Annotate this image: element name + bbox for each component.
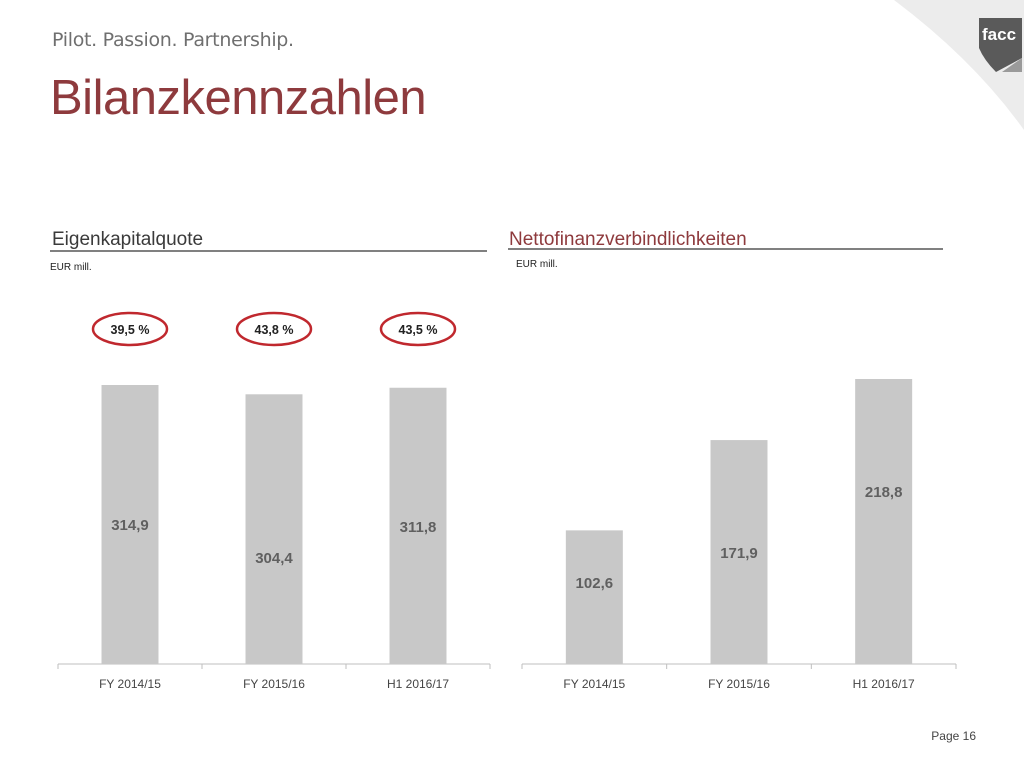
page-number: Page 16: [931, 729, 976, 743]
x-tick-label: FY 2015/16: [708, 677, 770, 691]
equity-unit: EUR mill.: [50, 262, 92, 273]
bar-value-label: 311,8: [400, 519, 437, 536]
bar: [389, 387, 447, 664]
bar-value-label: 218,8: [865, 484, 903, 501]
bar: [101, 385, 159, 664]
bar: [565, 530, 623, 664]
ratio-label: 43,8 %: [255, 323, 294, 337]
facc-logo: facc: [894, 0, 1024, 130]
bar: [710, 440, 768, 664]
bar-value-label: 102,6: [576, 575, 614, 592]
equity-section-underline: [50, 250, 487, 252]
x-tick-label: FY 2014/15: [563, 677, 625, 691]
debt-section-title: Nettofinanzverbindlichkeiten: [509, 229, 747, 250]
bar: [245, 394, 303, 664]
ratio-oval: [91, 311, 169, 347]
bar: [855, 379, 913, 664]
slogan: Pilot. Passion. Partnership.: [52, 29, 294, 51]
x-tick-label: FY 2014/15: [99, 677, 161, 691]
bar-value-label: 304,4: [255, 550, 293, 567]
debt-unit: EUR mill.: [516, 259, 558, 270]
ratio-label: 43,5 %: [399, 323, 438, 337]
equity-section-title: Eigenkapitalquote: [52, 229, 204, 250]
debt-section-underline: [508, 248, 943, 250]
ratio-oval: [235, 311, 313, 347]
x-tick-label: FY 2015/16: [243, 677, 305, 691]
x-tick-label: H1 2016/17: [387, 677, 449, 691]
logo-text: facc: [982, 25, 1016, 44]
bar-value-label: 171,9: [720, 545, 758, 562]
net-debt-chart: 102,6 FY 2014/15 171,9 FY 2015/16 218,8 H1 20…: [521, 379, 957, 691]
page-title: Bilanzkennzahlen: [50, 71, 427, 125]
ratio-oval: [379, 311, 457, 347]
bar-value-label: 314,9: [111, 517, 149, 534]
equity-chart: 314,9 FY 2014/15 39,5 % 304,4 FY 2015/16 43,8…: [57, 311, 491, 691]
x-tick-label: H1 2016/17: [853, 677, 915, 691]
ratio-label: 39,5 %: [111, 323, 150, 337]
